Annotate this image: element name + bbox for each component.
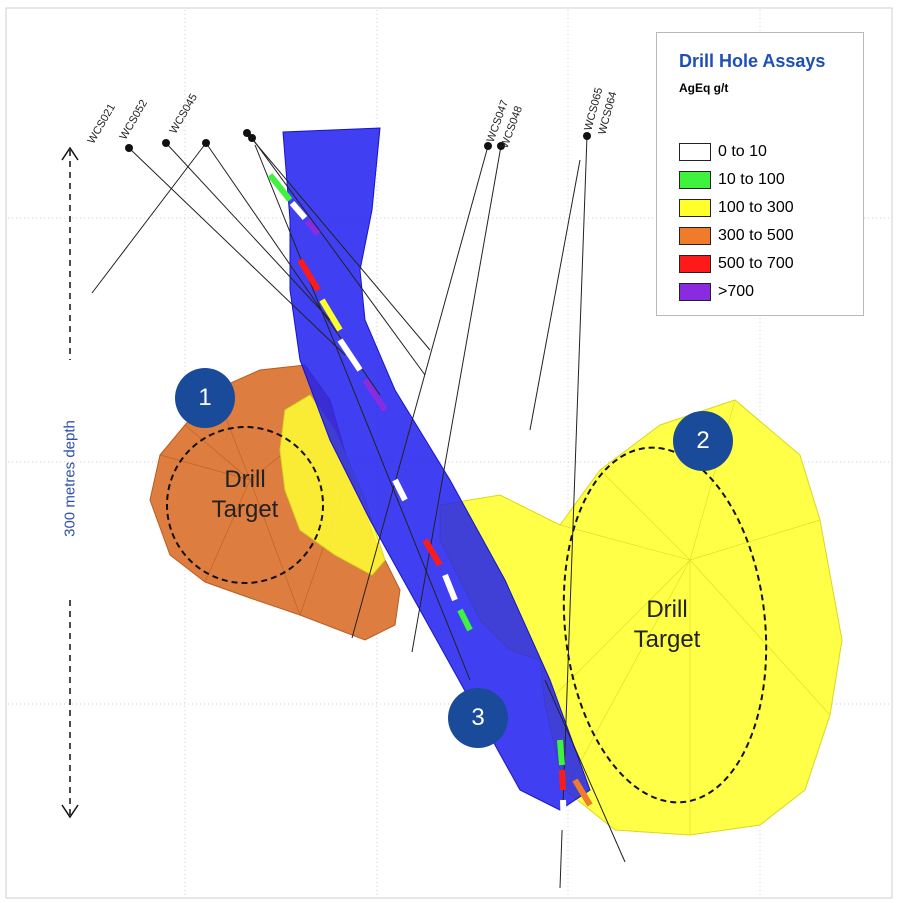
legend-label: 500 to 700 xyxy=(718,255,794,272)
yellow-facets xyxy=(544,399,831,835)
blue-vein xyxy=(282,127,591,811)
target-label-2: Drill Target xyxy=(633,596,701,653)
legend-swatch xyxy=(679,283,711,301)
target-1-outline xyxy=(166,426,324,584)
grid xyxy=(8,10,890,895)
legend-swatch xyxy=(679,171,711,189)
legend-label: 0 to 10 xyxy=(718,143,767,160)
drill-hole-traces xyxy=(91,132,626,889)
legend-label: 300 to 500 xyxy=(718,227,794,244)
target-badge-1: 1 xyxy=(175,368,235,428)
legend-subtitle: AgEq g/t xyxy=(679,81,729,95)
legend-swatch xyxy=(679,255,711,273)
legend-title: Drill Hole Assays xyxy=(679,51,826,71)
target-badge-3: 3 xyxy=(448,688,508,748)
legend-label: 10 to 100 xyxy=(718,171,785,188)
legend-swatch xyxy=(679,143,711,161)
target-badge-2: 2 xyxy=(673,411,733,471)
legend: Drill Hole Assays AgEq g/t 0 to 10 10 to… xyxy=(656,32,864,316)
frame-border xyxy=(5,7,893,899)
legend-swatch xyxy=(679,199,711,217)
assay-segments xyxy=(267,173,593,831)
depth-label: 300 metres depth xyxy=(61,420,79,537)
target-label-1: Drill Target xyxy=(211,466,279,523)
legend-label: >700 xyxy=(718,283,755,300)
depth-arrow xyxy=(61,146,79,819)
legend-swatch xyxy=(679,227,711,245)
legend-label: 100 to 300 xyxy=(718,199,794,216)
drill-collars xyxy=(125,129,591,152)
target-2-outline xyxy=(562,446,768,804)
